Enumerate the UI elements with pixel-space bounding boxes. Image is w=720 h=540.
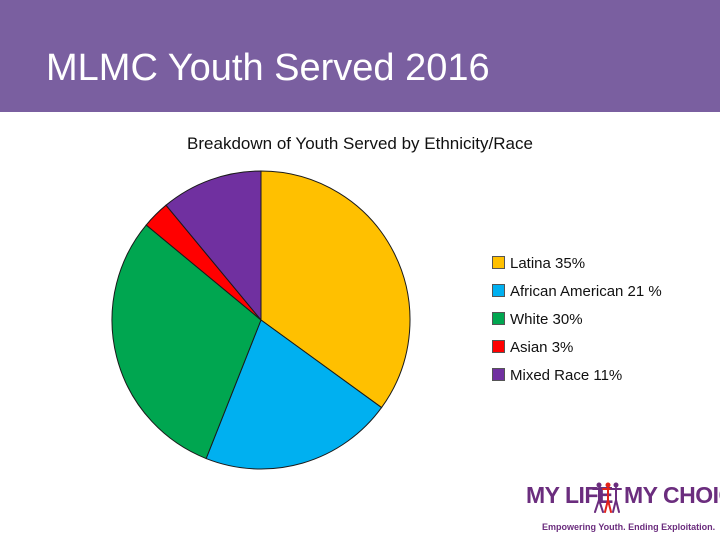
legend-label-latina: Latina 35% bbox=[510, 255, 586, 272]
legend-label-african-american: African American 21 % bbox=[510, 283, 662, 300]
legend-label-asian: Asian 3% bbox=[510, 339, 574, 356]
logo-text-right: MY CHOICE bbox=[624, 482, 720, 508]
pie-slice-african-american bbox=[205, 319, 383, 470]
pie-slice-mixed-race bbox=[165, 170, 262, 322]
logo-tagline: Empowering Youth. Ending Exploitation. bbox=[542, 522, 716, 532]
pie-slices bbox=[111, 170, 411, 470]
legend-label-mixed-race: Mixed Race 11% bbox=[510, 367, 623, 384]
legend-swatch-african-american bbox=[492, 284, 505, 297]
pie-slice-latina bbox=[260, 170, 411, 409]
pie-slice-white bbox=[111, 224, 262, 460]
legend-swatch-latina bbox=[492, 256, 505, 269]
chart-title: Breakdown of Youth Served by Ethnicity/R… bbox=[187, 134, 533, 153]
legend-item-white: White 30% bbox=[492, 310, 583, 330]
logo-figures-icon bbox=[592, 482, 622, 513]
legend-swatch-white bbox=[492, 312, 505, 325]
slide-header: MLMC Youth Served 2016 bbox=[0, 0, 720, 112]
legend-item-mixed-race: Mixed Race 11% bbox=[492, 366, 622, 386]
legend-label-white: White 30% bbox=[510, 311, 583, 328]
legend-item-latina: Latina 35% bbox=[492, 254, 585, 274]
legend-swatch-asian bbox=[492, 340, 505, 353]
legend-item-asian: Asian 3% bbox=[492, 338, 573, 358]
legend-item-african-american: African American 21 % bbox=[492, 282, 662, 302]
my-life-my-choice-logo: MY LIFE MY CHOICE Empowering Youth. Endi… bbox=[526, 478, 720, 534]
legend-swatch-mixed-race bbox=[492, 368, 505, 381]
slide-title: MLMC Youth Served 2016 bbox=[46, 47, 490, 89]
